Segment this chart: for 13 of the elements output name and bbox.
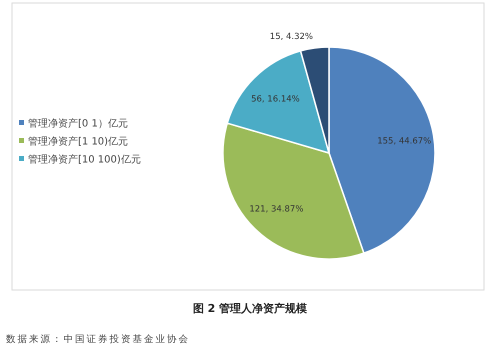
text: 图 2 管理人净资产规模 xyxy=(192,302,308,315)
legend-label: 管理净资产[10 100)亿元 xyxy=(28,154,141,166)
data-label: 155, 44.67% xyxy=(377,136,432,146)
data-label: 15, 4.32% xyxy=(270,32,314,42)
legend-label: 管理净资产[1 10)亿元 xyxy=(28,136,128,148)
pie-slice xyxy=(222,122,365,260)
data-label: 121, 34.87% xyxy=(249,204,304,214)
source-note: 数据来源：中国证券投资基金业协会 xyxy=(6,333,190,345)
pie-slice xyxy=(300,46,330,154)
data-label: 56, 16.14% xyxy=(251,94,300,105)
legend-label: 管理净资产[0 1）亿元 xyxy=(28,118,128,130)
pie-slice xyxy=(328,46,436,254)
pie-slice xyxy=(226,50,330,154)
